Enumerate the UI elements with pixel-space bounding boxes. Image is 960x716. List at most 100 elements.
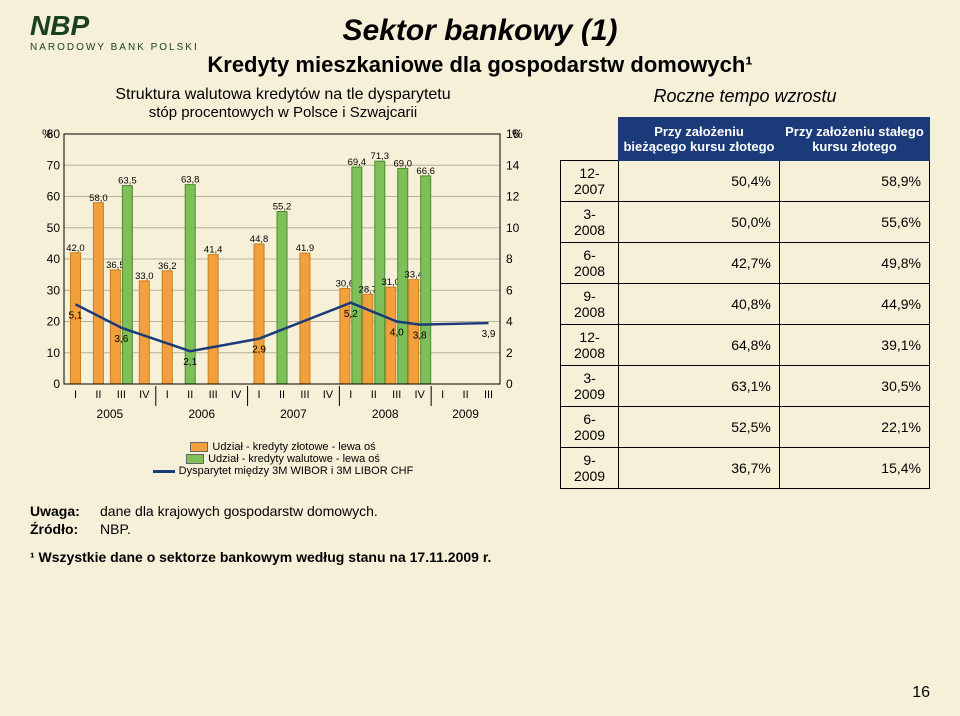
svg-text:IV: IV: [323, 389, 334, 401]
svg-text:0: 0: [506, 377, 513, 391]
svg-text:69,0: 69,0: [393, 158, 412, 169]
logo-text-big: NBP: [30, 10, 199, 42]
svg-text:I: I: [258, 389, 261, 401]
table-cell: 50,0%: [619, 202, 780, 243]
table-column: Roczne tempo wzrostu Przy założeniu bież…: [560, 86, 930, 489]
svg-text:63,5: 63,5: [118, 176, 137, 187]
table-cell: 30,5%: [779, 366, 929, 407]
table-cell: 22,1%: [779, 407, 929, 448]
svg-text:IV: IV: [231, 389, 242, 401]
table-cell: 64,8%: [619, 325, 780, 366]
svg-text:69,4: 69,4: [348, 157, 367, 168]
svg-text:33,4: 33,4: [404, 270, 423, 281]
svg-text:8: 8: [506, 252, 513, 266]
note-zrodlo-label: Źródło:: [30, 521, 100, 537]
legend-label: Udział - kredyty złotowe - lewa oś: [212, 441, 375, 453]
svg-text:71,3: 71,3: [371, 151, 390, 162]
svg-text:II: II: [187, 389, 193, 401]
svg-text:30: 30: [47, 283, 61, 297]
table-header-cell: [561, 118, 619, 161]
svg-text:II: II: [95, 389, 101, 401]
svg-text:36,5: 36,5: [106, 260, 125, 271]
svg-text:31,0: 31,0: [381, 277, 400, 288]
svg-text:28,7: 28,7: [359, 284, 378, 295]
table-row: 12-200750,4%58,9%: [561, 161, 930, 202]
table-title: Roczne tempo wzrostu: [560, 86, 930, 107]
svg-text:2: 2: [506, 346, 513, 360]
svg-text:2,9: 2,9: [252, 345, 266, 356]
svg-text:II: II: [371, 389, 377, 401]
svg-text:63,8: 63,8: [181, 175, 200, 186]
legend-line-icon: [153, 470, 175, 473]
svg-text:5,2: 5,2: [344, 309, 358, 320]
note-uwaga-label: Uwaga:: [30, 503, 100, 519]
legend-item: Dysparytet między 3M WIBOR i 3M LIBOR CH…: [153, 465, 414, 477]
svg-text:10: 10: [47, 346, 61, 360]
chart-column: Struktura walutowa kredytów na tle dyspa…: [30, 86, 536, 489]
svg-text:0: 0: [53, 377, 60, 391]
table-header-cell: Przy założeniu stałego kursu złotego: [779, 118, 929, 161]
svg-text:42,0: 42,0: [66, 243, 85, 254]
svg-text:44,8: 44,8: [250, 234, 268, 245]
table-cell: 49,8%: [779, 243, 929, 284]
svg-text:41.9: 41.9: [296, 243, 315, 254]
table-cell: 58,9%: [779, 161, 929, 202]
table-cell: 6-2009: [561, 407, 619, 448]
legend-item: Udział - kredyty złotowe - lewa oś: [190, 441, 375, 453]
logo-text-small: NARODOWY BANK POLSKI: [30, 42, 199, 53]
svg-text:IV: IV: [414, 389, 425, 401]
svg-text:3,9: 3,9: [482, 329, 496, 340]
chart-title: Struktura walutowa kredytów na tle dyspa…: [30, 86, 536, 122]
table-row: 6-200842,7%49,8%: [561, 243, 930, 284]
svg-text:II: II: [463, 389, 469, 401]
chart-area: 010203040506070800246810121416%%42,058,0…: [30, 124, 536, 439]
legend-swatch: [190, 442, 208, 452]
svg-text:I: I: [74, 389, 77, 401]
svg-text:55,2: 55,2: [273, 202, 292, 213]
svg-text:50: 50: [47, 221, 61, 235]
svg-text:%: %: [42, 127, 53, 141]
svg-text:III: III: [117, 389, 126, 401]
table-row: 6-200952,5%22,1%: [561, 407, 930, 448]
svg-text:2009: 2009: [452, 407, 479, 421]
svg-text:60: 60: [47, 190, 61, 204]
svg-text:III: III: [484, 389, 493, 401]
table-cell: 6-2008: [561, 243, 619, 284]
table-row: 9-200840,8%44,9%: [561, 284, 930, 325]
svg-text:20: 20: [47, 315, 61, 329]
svg-text:III: III: [209, 389, 218, 401]
table-row: 3-200963,1%30,5%: [561, 366, 930, 407]
svg-text:%: %: [512, 127, 523, 141]
svg-text:III: III: [392, 389, 401, 401]
svg-text:14: 14: [506, 158, 520, 172]
svg-text:6: 6: [506, 283, 513, 297]
table-row: 12-200864,8%39,1%: [561, 325, 930, 366]
svg-text:4: 4: [506, 315, 513, 329]
table-cell: 44,9%: [779, 284, 929, 325]
svg-text:3,6: 3,6: [114, 334, 128, 345]
svg-text:4,0: 4,0: [390, 328, 404, 339]
table-cell: 9-2008: [561, 284, 619, 325]
svg-text:41,4: 41,4: [204, 245, 223, 256]
legend-label: Dysparytet między 3M WIBOR i 3M LIBOR CH…: [179, 465, 414, 477]
page-subtitle: Kredyty mieszkaniowe dla gospodarstw dom…: [30, 52, 930, 78]
table-cell: 3-2008: [561, 202, 619, 243]
table-cell: 52,5%: [619, 407, 780, 448]
svg-text:70: 70: [47, 158, 61, 172]
logo: NBP NARODOWY BANK POLSKI: [30, 10, 199, 53]
growth-table: Przy założeniu bieżącego kursu złotegoPr…: [560, 117, 930, 489]
svg-text:66,6: 66,6: [416, 166, 435, 177]
table-cell: 15,4%: [779, 448, 929, 489]
table-cell: 12-2007: [561, 161, 619, 202]
table-cell: 39,1%: [779, 325, 929, 366]
svg-text:I: I: [441, 389, 444, 401]
svg-text:2006: 2006: [188, 407, 215, 421]
svg-text:2008: 2008: [372, 407, 399, 421]
note-zrodlo-text: NBP.: [100, 521, 131, 537]
svg-text:30,6: 30,6: [336, 278, 355, 289]
svg-text:I: I: [349, 389, 352, 401]
svg-text:II: II: [279, 389, 285, 401]
legend-swatch: [186, 454, 204, 464]
note-uwaga-text: dane dla krajowych gospodarstw domowych.: [100, 503, 378, 519]
svg-text:58,0: 58,0: [89, 193, 108, 204]
